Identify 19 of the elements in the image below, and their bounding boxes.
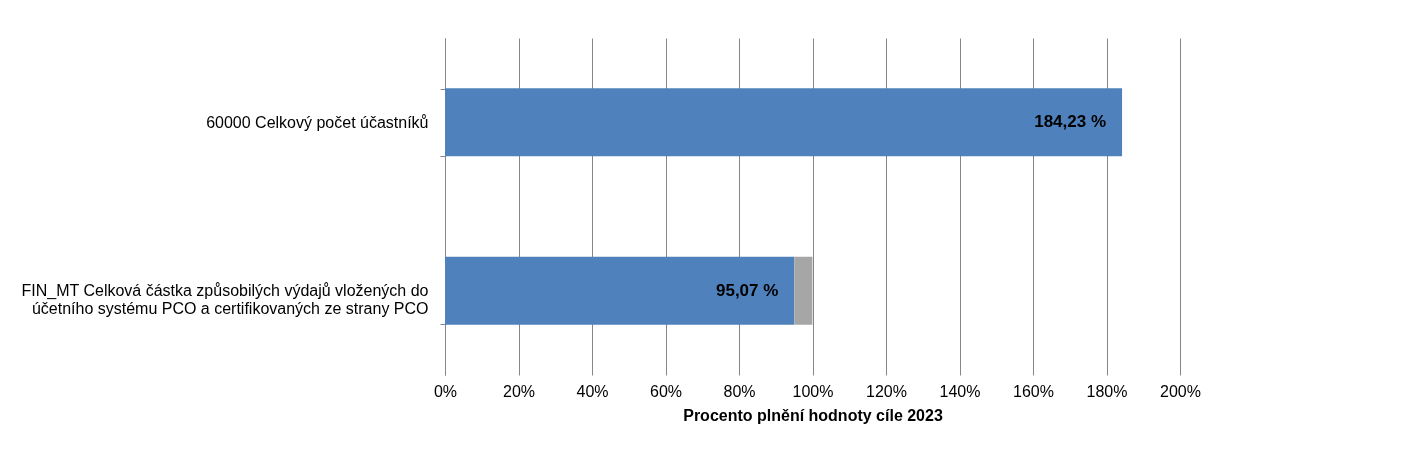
y-tick-label: FIN_MT Celková částka způsobilých výdajů vložených do účetního systému PCO a certifikovaných ze strany PCO (21, 282, 429, 318)
bar (445, 256, 795, 325)
x-tick-label: 0% (433, 382, 458, 400)
x-tick-label: 140% (939, 382, 981, 400)
x-tick-label: 60% (649, 382, 683, 400)
x-tick-label: 40% (576, 382, 609, 400)
x-tick-label: 200% (1160, 382, 1201, 400)
y-tick-label: 60000 Celkový počet účastníků (206, 113, 429, 131)
x-axis-title: Procento plnění hodnoty cíle 2023 (683, 406, 943, 424)
x-tick-label: 20% (502, 382, 536, 400)
x-tick-label: 120% (866, 382, 907, 400)
x-tick-label: 80% (723, 382, 756, 400)
x-tick-label: 100% (792, 382, 834, 400)
data-label: 184,23 % (1034, 112, 1107, 132)
bar (445, 88, 1123, 157)
x-tick-label: 180% (1086, 382, 1128, 400)
data-label: 95,07 % (715, 280, 779, 300)
x-tick-label: 160% (1013, 382, 1054, 400)
bar (794, 256, 813, 325)
